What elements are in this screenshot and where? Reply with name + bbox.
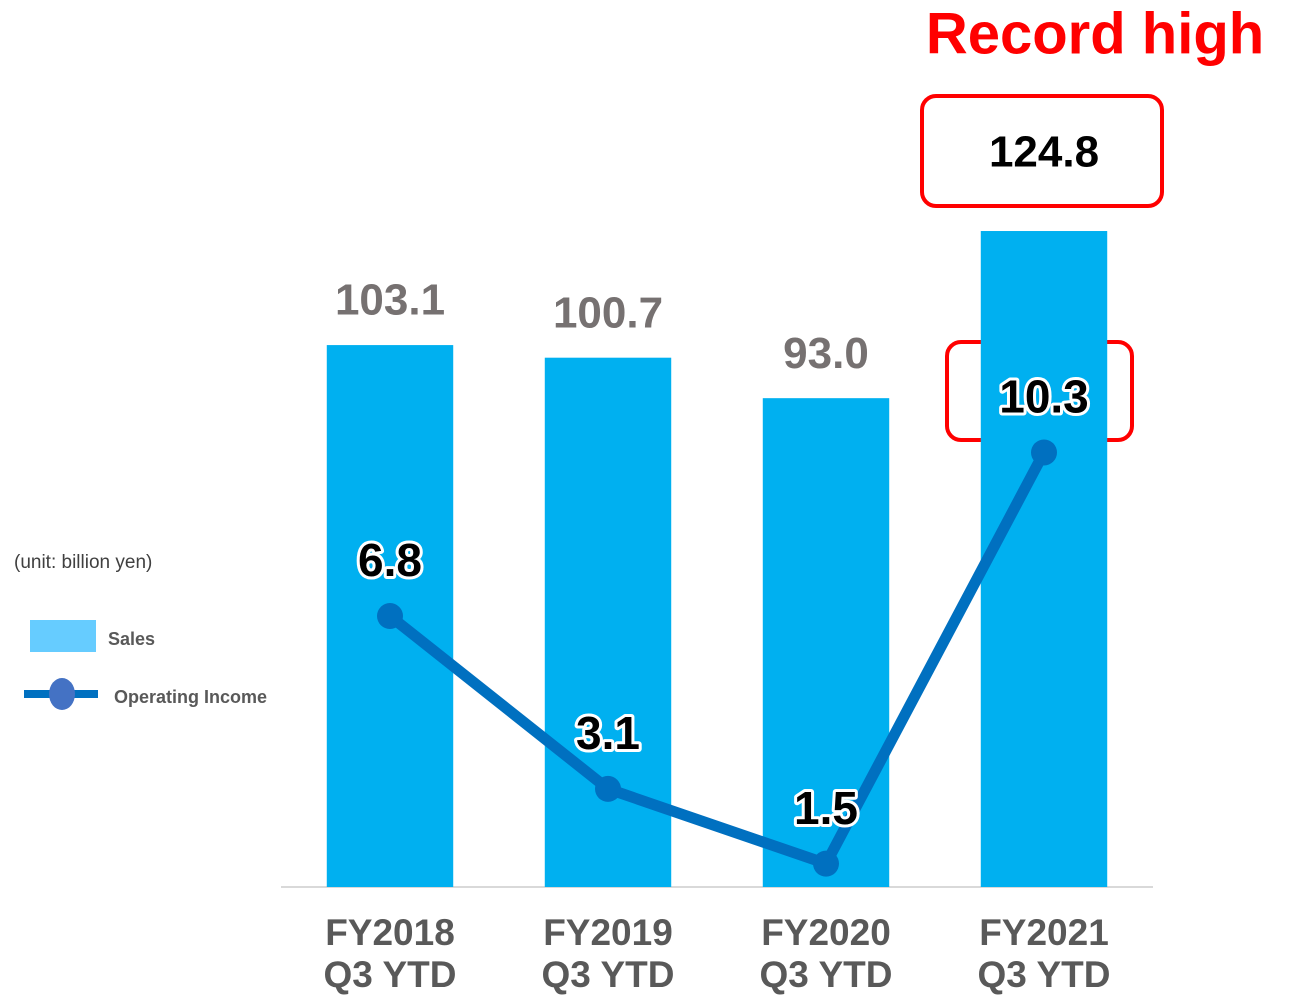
annotation: Record high xyxy=(926,1,1264,66)
legend-swatch xyxy=(30,620,96,652)
line-marker xyxy=(1031,439,1057,466)
line-value-label: 1.5 xyxy=(794,782,858,834)
bar-value-label: 124.8 xyxy=(989,128,1099,177)
legend-label: Sales xyxy=(108,629,155,649)
highlight-box xyxy=(920,94,1164,208)
bar xyxy=(980,231,1108,887)
bar-value-label: 103.1 xyxy=(335,276,445,325)
line xyxy=(386,449,1049,870)
line-value-label: 10.3 xyxy=(999,371,1089,423)
line-value-label: 3.1 xyxy=(576,707,640,759)
line-marker xyxy=(813,850,839,877)
x-tick-label: FY2018 Q3 YTD xyxy=(323,912,457,995)
bar xyxy=(762,398,890,887)
legend-label: Operating Income xyxy=(114,687,267,707)
bar-value-label: 93.0 xyxy=(783,329,869,378)
x-tick-label: FY2019 Q3 YTD xyxy=(541,912,675,995)
line-marker xyxy=(377,603,403,630)
line-marker xyxy=(595,775,621,802)
bar-value-label: 100.7 xyxy=(553,288,663,337)
x-tick-label: FY2021 Q3 YTD xyxy=(977,912,1111,995)
legend-marker xyxy=(49,678,75,710)
unit-note: (unit: billion yen) xyxy=(14,552,152,573)
line-value-label: 6.8 xyxy=(358,534,422,586)
x-tick-label: FY2020 Q3 YTD xyxy=(759,912,893,995)
